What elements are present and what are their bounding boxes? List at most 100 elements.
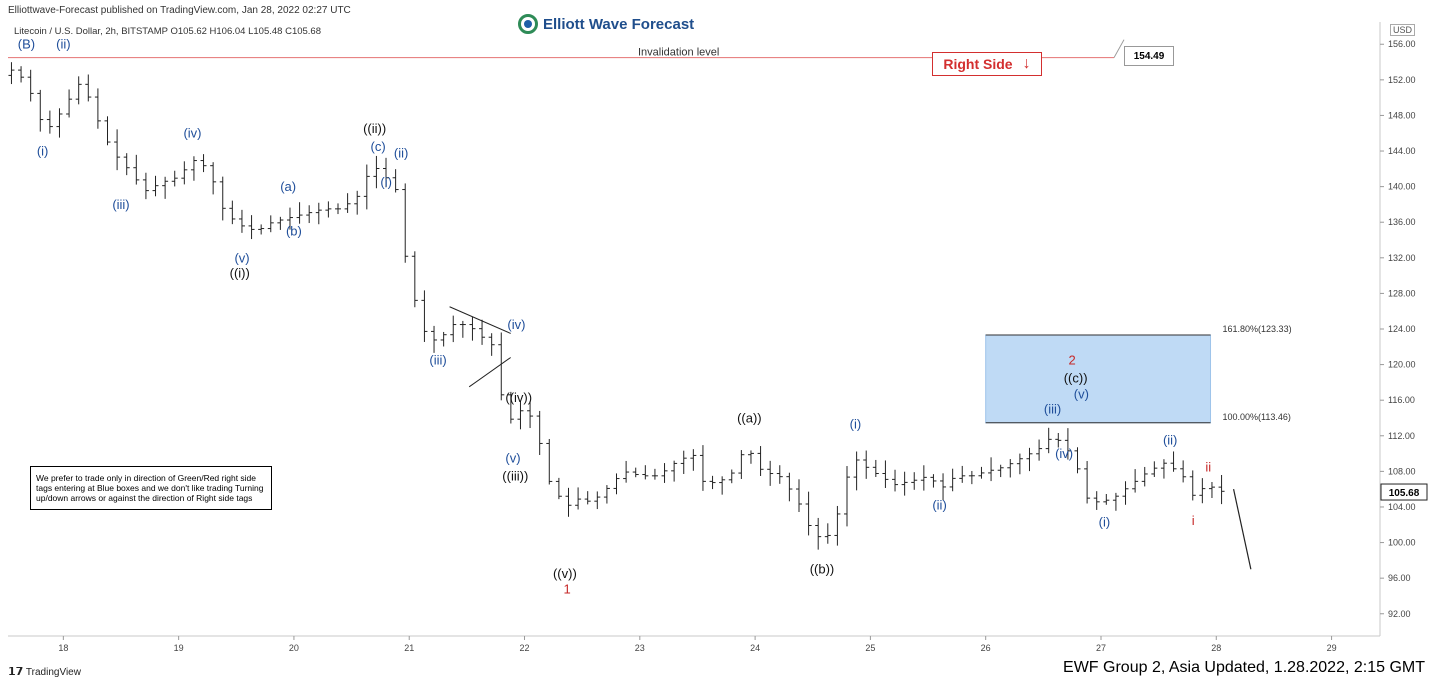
wave-label: (iii)	[429, 353, 446, 368]
wave-label: (b)	[286, 224, 302, 239]
fib-100-label: 100.00%(113.46)	[1223, 412, 1291, 422]
ohlc-bar	[594, 491, 601, 510]
arrow-down-icon: ↓	[1022, 55, 1031, 72]
wave-label: (i)	[380, 175, 392, 190]
y-tick-label: 112.00	[1388, 431, 1415, 441]
current-price-tag	[1380, 483, 1428, 501]
wave-label: ((iii))	[502, 468, 528, 483]
ohlc-bar	[882, 460, 889, 488]
ohlc-bar	[363, 164, 370, 210]
wave-label: (B)	[18, 37, 35, 52]
ohlc-bar	[1064, 428, 1071, 460]
tradingview-brand[interactable]: 𝟭𝟳 TradingView	[8, 665, 81, 678]
ohlc-bar	[152, 175, 159, 197]
ohlc-bar	[296, 202, 303, 224]
symbol-ohlc-line[interactable]: Litecoin / U.S. Dollar, 2h, BITSTAMP O10…	[14, 26, 321, 37]
ohlc-bar	[1122, 481, 1129, 505]
logo-text: Elliott Wave Forecast	[543, 15, 695, 33]
x-tick-label: 22	[520, 643, 530, 653]
ohlc-bar	[325, 201, 332, 218]
ohlc-bar	[411, 251, 418, 308]
ohlc-bar	[315, 202, 322, 225]
x-tick-label: 26	[981, 643, 991, 653]
ohlc-bar	[661, 463, 668, 483]
ohlc-bar	[978, 466, 985, 479]
ohlc-bar	[767, 460, 774, 486]
ohlc-bar	[1093, 491, 1100, 510]
logo: Elliott Wave Forecast	[518, 12, 694, 36]
wave-label: (i)	[850, 417, 862, 432]
ohlc-bar	[949, 468, 956, 492]
ohlc-bar	[238, 209, 245, 233]
ohlc-bar	[18, 66, 25, 83]
ohlc-bar	[747, 450, 754, 464]
y-tick-label: 120.00	[1388, 360, 1416, 370]
ohlc-bar	[920, 465, 927, 491]
ohlc-bar	[1103, 493, 1110, 505]
x-tick-label: 21	[404, 643, 414, 653]
ohlc-bar	[699, 445, 706, 491]
ohlc-bar	[104, 116, 111, 146]
ohlc-bar	[229, 200, 236, 225]
price-chart[interactable]: 161.80%(123.33) 100.00%(113.46) Invalidat…	[0, 0, 1431, 660]
current-price-label: 105.68	[1389, 488, 1420, 499]
wave-label: (iv)	[1055, 446, 1073, 461]
ohlc-bar	[632, 467, 639, 478]
wave-label: 2	[1069, 353, 1076, 368]
ohlc-bar	[277, 216, 284, 230]
ohlc-bar	[181, 161, 188, 185]
wave-label: ((b))	[810, 562, 835, 577]
ohlc-bar	[651, 468, 658, 480]
ohlc-bar	[123, 153, 130, 176]
ohlc-bar	[728, 469, 735, 484]
y-tick-label: 104.00	[1388, 502, 1416, 512]
wave-label: (iv)	[183, 126, 201, 141]
y-tick-label: 152.00	[1388, 75, 1416, 85]
x-tick-label: 28	[1211, 643, 1221, 653]
ohlc-bar	[911, 472, 918, 490]
ohlc-bar	[1170, 451, 1177, 472]
wave-labels: (B) (ii)(i)(iii)(iv)(v)((i))(a)(b)((ii))(…	[18, 37, 1211, 597]
ohlc-bar	[171, 170, 178, 187]
blue-box-layer: 161.80%(123.33) 100.00%(113.46)	[985, 324, 1292, 424]
ohlc-bar	[536, 410, 543, 455]
y-tick-label: 144.00	[1388, 146, 1416, 156]
wave-label: (v)	[1074, 386, 1089, 401]
ohlc-bar	[719, 476, 726, 495]
ohlc-bar	[680, 450, 687, 474]
ohlc-bar	[344, 193, 351, 213]
ohlc-bar	[1160, 459, 1167, 479]
ohlc-bar	[1189, 470, 1196, 501]
invalidation-layer: Invalidation level	[8, 39, 1125, 59]
blue-box	[985, 334, 1212, 424]
ohlc-bar	[565, 487, 572, 517]
ohlc-bar	[142, 172, 149, 200]
ohlc-bar	[834, 505, 841, 546]
ohlc-bar	[258, 224, 265, 235]
x-tick-label: 27	[1096, 643, 1106, 653]
projection-line	[1232, 489, 1252, 570]
currency-badge[interactable]: USD	[1390, 24, 1416, 36]
ohlc-bar	[940, 473, 947, 501]
wave-label: ii	[1205, 459, 1211, 474]
wave-label: (i)	[37, 143, 49, 158]
y-tick-label: 128.00	[1388, 288, 1416, 298]
y-tick-label: 96.00	[1388, 573, 1411, 583]
ohlc-bar	[671, 460, 678, 482]
ohlc-bar	[459, 320, 466, 338]
ohlc-bar	[603, 485, 610, 504]
ohlc-bar	[844, 466, 851, 527]
ohlc-bar	[1045, 427, 1052, 454]
y-tick-label: 140.00	[1388, 182, 1416, 192]
ohlc-bar	[114, 129, 121, 171]
y-tick-label: 132.00	[1388, 253, 1416, 263]
wave-label: (iii)	[112, 197, 129, 212]
update-note: EWF Group 2, Asia Updated, 1.28.2022, 2:…	[1063, 659, 1425, 676]
ohlc-bar	[210, 162, 217, 195]
drawing-overlay: 105.68	[449, 306, 1428, 570]
ohlc-bar	[1055, 432, 1062, 448]
x-tick-label: 19	[174, 643, 184, 653]
ohlc-bar	[133, 154, 140, 185]
ohlc-bar	[248, 215, 255, 240]
ohlc-bar	[757, 446, 764, 476]
